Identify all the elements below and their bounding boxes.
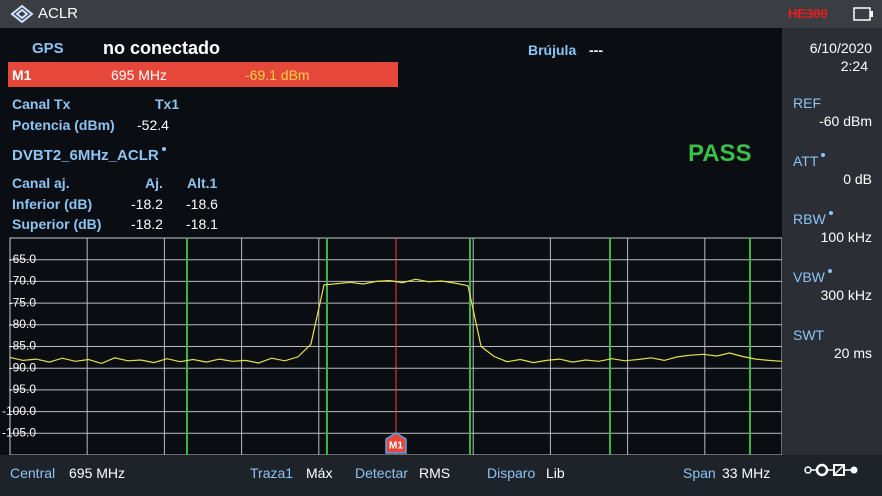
adj-value: -18.1 [186,216,218,232]
status-label: Detectar [355,465,408,481]
adj-value: -18.6 [186,196,218,212]
tx-channel: Tx1 [155,96,180,112]
app-title: ACLR [38,5,79,22]
verdict: PASS [688,140,752,167]
status-value: Máx [306,465,333,481]
status-bar [0,455,882,496]
adj-header-1: Aj. [145,175,163,191]
adj-row-label: Superior (dB) [12,216,102,232]
param-label: REF [793,95,821,111]
marker-frequency: 695 MHz [111,67,168,83]
status-label: Disparo [487,465,536,481]
marker-row: M1 695 MHz -69.1 dBm [8,62,398,87]
param-value: 100 kHz [820,229,872,245]
y-tick-label: -90.0 [9,360,37,374]
adj-value: -18.2 [131,196,163,212]
adj-value: -18.2 [131,216,163,232]
status-label: Traza1 [250,465,294,481]
tx-power-label: Potencia (dBm) [12,117,115,133]
y-tick-label: -70.0 [9,274,37,288]
param-value: 0 dB [843,171,872,187]
time: 2:24 [840,58,868,74]
y-tick-label: -75.0 [9,295,37,309]
adj-header-0: Canal aj. [12,175,70,191]
compass-label: Brújula [528,42,577,58]
y-tick-label: -85.0 [9,339,37,353]
status-value: 695 MHz [69,465,126,481]
adj-row-label: Inferior (dB) [12,196,93,212]
y-tick-label: -80.0 [9,317,37,331]
trace [9,278,782,365]
param-value: 300 kHz [820,287,872,303]
gps-value: no conectado [103,38,221,58]
param-label: ATT [793,153,825,169]
compass-value: --- [589,42,603,58]
status-value: Lib [546,465,565,481]
param-value: -60 dBm [819,113,872,129]
indicator: HE300 [788,6,828,21]
battery [853,7,873,21]
gps-label: GPS [32,40,64,57]
spectrum: -65.0 -70.0 -75.0 -80.0 -85.0 -90.0 -95.0 -100.… [2,237,782,455]
status-value: RMS [419,465,451,481]
param-label: VBW [793,269,832,285]
marker-flag [385,432,407,454]
date: 6/10/2020 [809,40,872,56]
logo [10,4,34,24]
adj-header-2: Alt.1 [187,175,218,191]
marker-name: M1 [12,67,32,83]
side-panel [782,28,882,455]
marker-level: -69.1 dBm [245,67,310,83]
param-label: SWT [793,327,825,343]
marker-flag-label: M1 [389,441,403,452]
y-tick-label: -65.0 [9,252,37,266]
tx-power: -52.4 [137,117,169,133]
status-label: Central [10,465,56,481]
y-tick-label: -105.0 [2,425,36,439]
y-tick-label: -100.0 [2,404,36,418]
standard: DVBT2_6MHz_ACLR [12,147,166,164]
y-tick-label: -95.0 [9,382,37,396]
param-label: RBW [793,211,833,227]
top-bar: ACLR HE300 [0,0,882,28]
status-label: Span [683,465,716,481]
icons [804,463,858,477]
tx-channel-label: Canal Tx [12,96,71,112]
status-value: 33 MHz [722,465,771,481]
param-value: 20 ms [833,345,872,361]
